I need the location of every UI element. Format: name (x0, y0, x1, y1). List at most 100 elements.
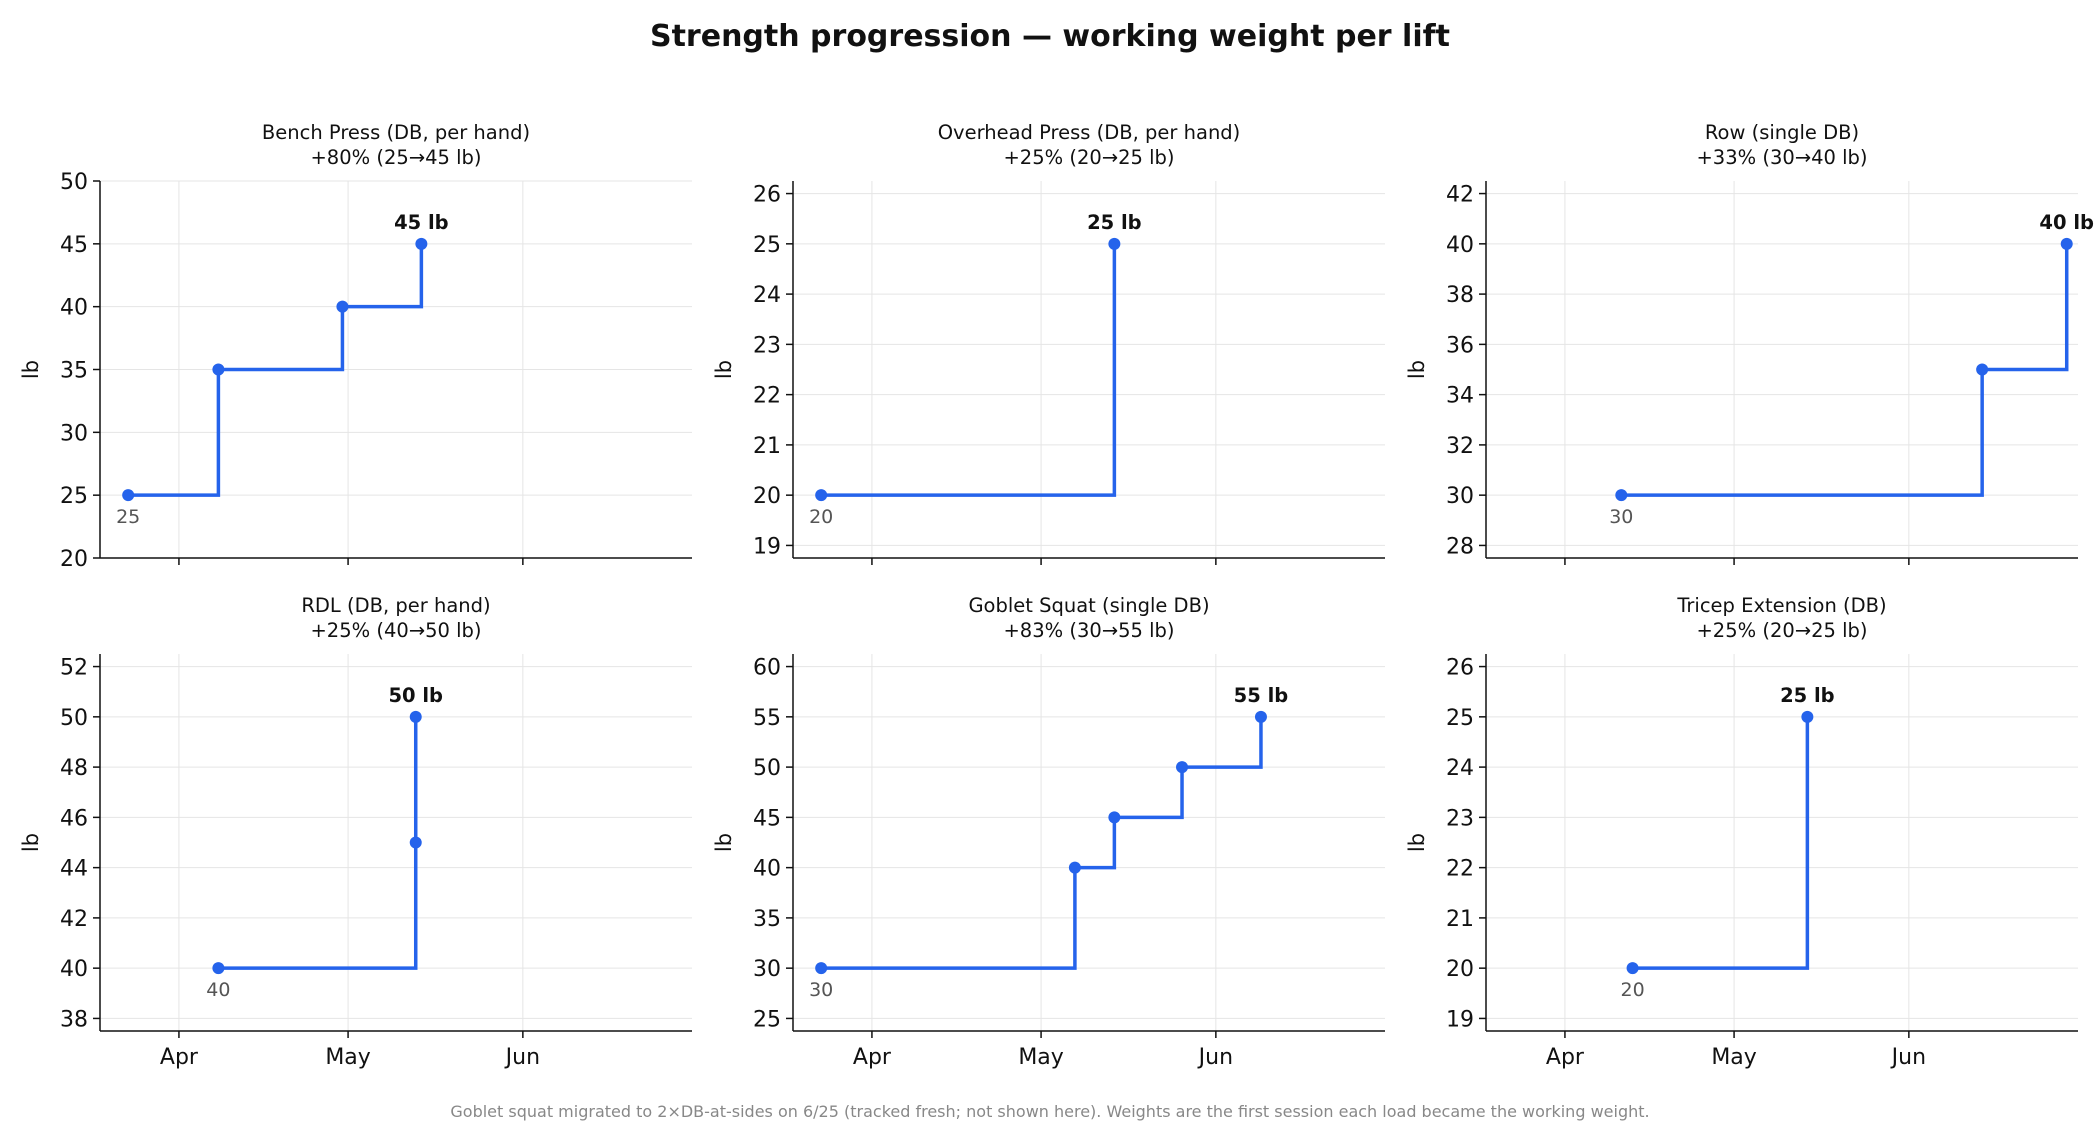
y-tick-label: 20 (753, 484, 781, 509)
data-point (409, 836, 422, 849)
data-point (1108, 811, 1121, 824)
series-line (1632, 716, 1810, 970)
data-point (1615, 489, 1628, 502)
start-value-label: 20 (1620, 979, 1644, 1001)
panel-subtitle: +80% (25→45 lb) (310, 146, 481, 169)
y-tick-label: 20 (1446, 957, 1474, 982)
y-tick-label: 24 (1446, 756, 1474, 781)
data-point (409, 710, 422, 723)
data-point (815, 962, 828, 975)
data-point (2060, 237, 2073, 250)
y-tick-label: 21 (753, 434, 781, 459)
y-tick-label: 23 (753, 333, 781, 358)
y-axis-label: lb (712, 360, 736, 379)
end-value-label: 25 lb (1087, 211, 1142, 234)
y-tick-label: 36 (1446, 333, 1474, 358)
y-tick-label: 35 (753, 907, 781, 932)
series-line (128, 243, 424, 497)
y-tick-label: 19 (1446, 1007, 1474, 1032)
y-axis-label: lb (1405, 360, 1429, 379)
panel-title: Overhead Press (DB, per hand) (938, 121, 1241, 144)
y-tick-label: 42 (60, 907, 88, 932)
y-axis-label: lb (712, 833, 736, 852)
data-point (1976, 363, 1989, 376)
data-point (1176, 761, 1189, 774)
y-tick-label: 48 (60, 756, 88, 781)
end-value-label: 40 lb (2039, 211, 2094, 234)
data-point (212, 363, 225, 376)
y-tick-label: 38 (1446, 283, 1474, 308)
x-tick-label: Jun (504, 1045, 540, 1070)
x-tick-label: May (1711, 1045, 1756, 1070)
y-tick-label: 25 (1446, 706, 1474, 731)
y-tick-label: 55 (753, 706, 781, 731)
chart-panel: 19 20 21 22 23 24 25 26 lb Overhead Press (DB, pe… (712, 121, 1385, 565)
y-tick-label: 30 (753, 957, 781, 982)
y-tick-label: 44 (60, 857, 88, 882)
y-tick-label: 28 (1446, 534, 1474, 559)
end-value-label: 50 lb (388, 684, 443, 707)
panel-subtitle: +25% (40→50 lb) (310, 619, 481, 642)
y-tick-label: 26 (1446, 656, 1474, 681)
y-tick-label: 40 (1446, 233, 1474, 258)
start-value-label: 20 (809, 506, 833, 528)
start-value-label: 30 (1609, 506, 1633, 528)
panel-title: Row (single DB) (1705, 121, 1859, 144)
panel-subtitle: +25% (20→25 lb) (1696, 619, 1867, 642)
data-point (336, 300, 349, 313)
x-tick-label: Apr (853, 1045, 892, 1070)
y-tick-label: 38 (60, 1007, 88, 1032)
y-tick-label: 40 (60, 957, 88, 982)
y-tick-label: 20 (60, 547, 88, 572)
y-tick-label: 34 (1446, 384, 1474, 409)
y-axis-label: lb (1405, 833, 1429, 852)
y-tick-label: 25 (753, 1007, 781, 1032)
x-tick-label: Apr (1546, 1045, 1585, 1070)
data-point (122, 489, 135, 502)
x-tick-label: Jun (1890, 1045, 1926, 1070)
panel-subtitle: +33% (30→40 lb) (1696, 146, 1867, 169)
panel-subtitle: +25% (20→25 lb) (1003, 146, 1174, 169)
start-value-label: 30 (809, 979, 833, 1001)
y-tick-label: 35 (60, 359, 88, 384)
y-tick-label: 25 (60, 484, 88, 509)
y-tick-label: 45 (60, 233, 88, 258)
footnote: Goblet squat migrated to 2×DB-at-sides o… (450, 1102, 1649, 1121)
y-tick-label: 50 (60, 170, 88, 195)
data-point (815, 489, 828, 502)
panel-title: Goblet Squat (single DB) (968, 594, 1209, 617)
y-tick-label: 40 (60, 296, 88, 321)
data-point (1801, 710, 1814, 723)
data-point (1254, 710, 1267, 723)
data-point (1108, 237, 1121, 250)
chart-grid: 20 25 30 35 40 45 50 lb Bench Press (DB, per han… (19, 121, 2094, 1070)
y-tick-label: 52 (60, 656, 88, 681)
y-tick-label: 26 (753, 183, 781, 208)
y-tick-label: 23 (1446, 806, 1474, 831)
chart-panel: 19 20 21 22 23 24 25 26 Apr May Jun lb Tricep Extens… (1405, 594, 2078, 1070)
y-axis-label: lb (19, 833, 43, 852)
end-value-label: 55 lb (1234, 684, 1289, 707)
end-value-label: 25 lb (1780, 684, 1835, 707)
y-tick-label: 25 (753, 233, 781, 258)
panel-subtitle: +83% (30→55 lb) (1003, 619, 1174, 642)
y-tick-label: 40 (753, 857, 781, 882)
y-tick-label: 19 (753, 534, 781, 559)
x-tick-label: Apr (160, 1045, 199, 1070)
end-value-label: 45 lb (394, 211, 449, 234)
x-tick-label: May (1018, 1045, 1063, 1070)
figure-title: Strength progression — working weight pe… (650, 19, 1450, 54)
x-tick-label: Jun (1197, 1045, 1233, 1070)
series-line (1621, 243, 2069, 497)
y-tick-label: 60 (753, 656, 781, 681)
data-point (1626, 962, 1639, 975)
series-line (821, 243, 1117, 497)
chart-panel: 38 40 42 44 46 48 50 52 Apr May Jun lb RDL (DB, per … (19, 594, 692, 1070)
y-tick-label: 22 (1446, 857, 1474, 882)
y-tick-label: 24 (753, 283, 781, 308)
data-point (415, 237, 428, 250)
x-tick-label: May (325, 1045, 370, 1070)
start-value-label: 25 (116, 506, 140, 528)
series-line (218, 716, 418, 970)
